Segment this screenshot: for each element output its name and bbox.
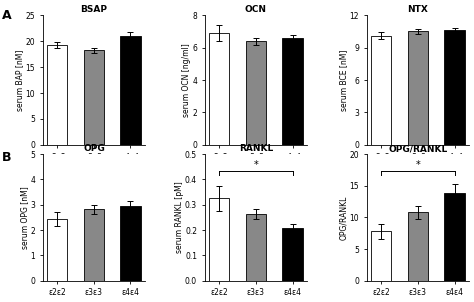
Bar <box>210 198 229 281</box>
Title: BSAP: BSAP <box>81 5 108 14</box>
Title: OPG: OPG <box>83 144 105 153</box>
Title: OPG/RANKL: OPG/RANKL <box>388 144 447 153</box>
Y-axis label: OPG/RANKL: OPG/RANKL <box>339 195 348 239</box>
Y-axis label: serum OPG [nM]: serum OPG [nM] <box>20 186 29 249</box>
Bar <box>371 36 392 145</box>
Bar <box>84 50 104 145</box>
Bar <box>246 214 266 281</box>
Bar <box>408 31 428 145</box>
Y-axis label: serum BCE [nM]: serum BCE [nM] <box>339 49 348 111</box>
Title: OCN: OCN <box>245 5 267 14</box>
Title: NTX: NTX <box>408 5 428 14</box>
Y-axis label: serum OCN [ng/ml]: serum OCN [ng/ml] <box>182 43 191 117</box>
Y-axis label: serum BAP [nM]: serum BAP [nM] <box>15 49 24 111</box>
Bar <box>445 193 465 281</box>
Bar <box>408 212 428 281</box>
Bar <box>84 209 104 281</box>
Bar <box>283 38 302 145</box>
Text: *: * <box>416 160 420 170</box>
Bar <box>120 206 141 281</box>
Bar <box>210 33 229 145</box>
Bar <box>246 41 266 145</box>
Bar <box>445 30 465 145</box>
Text: *: * <box>254 160 258 170</box>
Bar <box>47 219 67 281</box>
Bar <box>120 37 141 145</box>
Text: A: A <box>2 9 12 22</box>
Bar <box>283 228 302 281</box>
Text: B: B <box>2 151 12 164</box>
Title: RANKL: RANKL <box>239 144 273 153</box>
Bar <box>371 231 392 281</box>
Bar <box>47 45 67 145</box>
Y-axis label: serum RANKL [pM]: serum RANKL [pM] <box>174 182 183 253</box>
